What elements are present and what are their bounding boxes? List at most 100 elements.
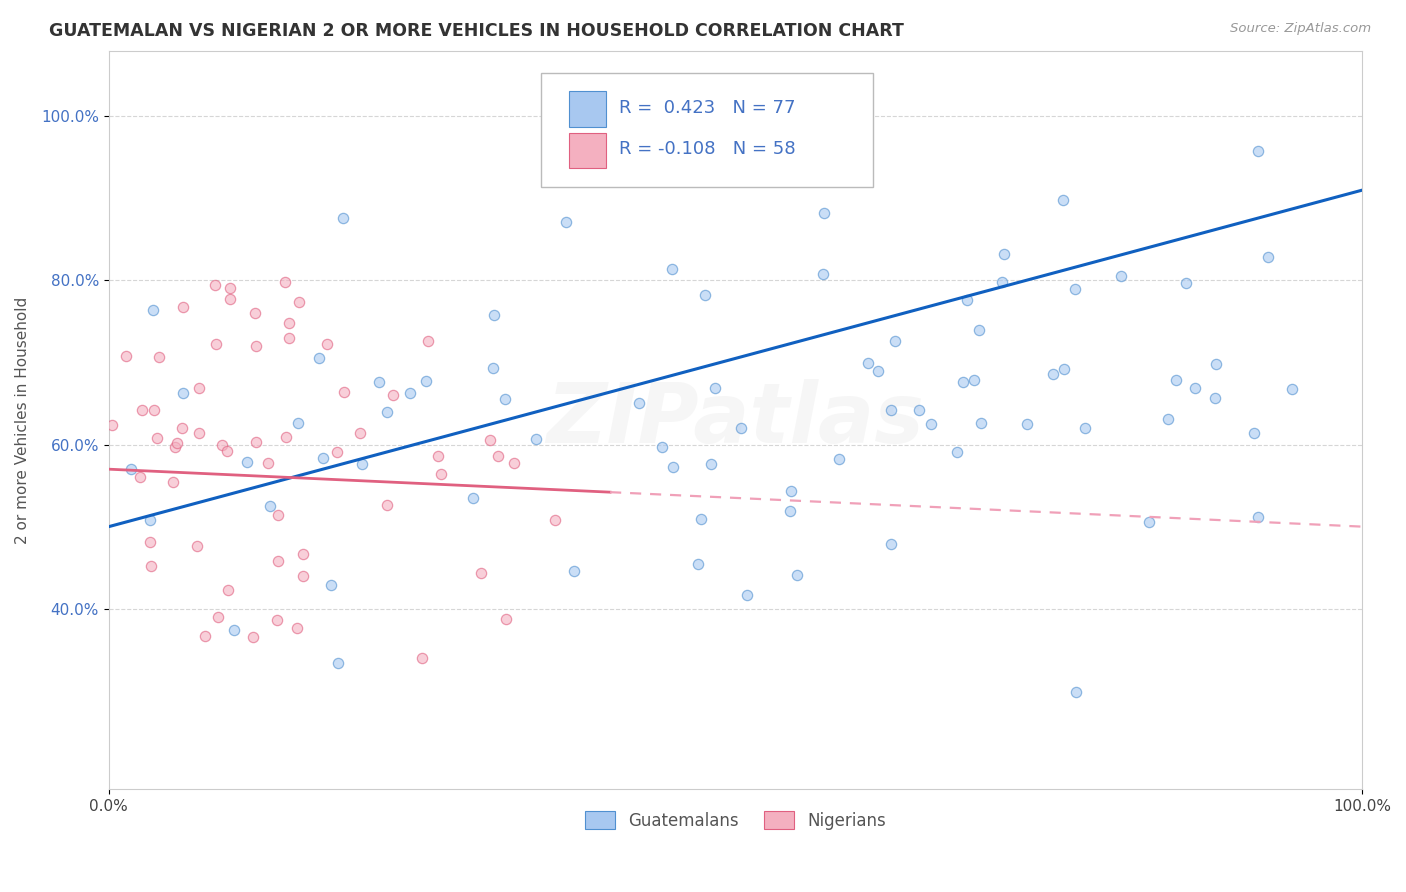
Point — [478, 433, 501, 447]
Text: R =  0.423   N = 77: R = 0.423 N = 77 — [619, 98, 796, 117]
Point — [163, 440, 186, 454]
Point — [470, 566, 492, 580]
Point — [1064, 282, 1087, 296]
Point — [1247, 145, 1270, 159]
Point — [1164, 373, 1187, 387]
Point — [544, 512, 567, 526]
Point — [554, 215, 576, 229]
Point — [148, 350, 170, 364]
Point — [139, 534, 162, 549]
Point — [494, 392, 516, 407]
Point — [704, 381, 727, 395]
Point — [245, 306, 267, 320]
Point — [628, 396, 651, 410]
Point — [274, 430, 297, 444]
Point — [326, 445, 349, 459]
Point — [786, 568, 808, 582]
Point — [166, 435, 188, 450]
Point — [142, 403, 165, 417]
Point — [952, 375, 974, 389]
Point — [101, 417, 124, 432]
Point — [267, 508, 290, 522]
Point — [368, 375, 391, 389]
Point — [139, 558, 162, 573]
Point — [1205, 357, 1227, 371]
Point — [256, 456, 278, 470]
Point — [352, 457, 374, 471]
Point — [1281, 382, 1303, 396]
Point — [907, 402, 929, 417]
Point — [993, 246, 1015, 260]
Text: ZIPatlas: ZIPatlas — [547, 379, 924, 460]
Point — [205, 337, 228, 351]
Point — [188, 426, 211, 441]
Point — [689, 512, 711, 526]
Point — [524, 433, 547, 447]
Point — [120, 462, 142, 476]
Point — [319, 578, 342, 592]
Point — [811, 267, 834, 281]
Point — [291, 547, 314, 561]
Point — [1053, 361, 1076, 376]
Point — [278, 316, 301, 330]
Point — [1015, 417, 1038, 431]
Point — [375, 498, 398, 512]
Point — [967, 323, 990, 337]
Point — [399, 386, 422, 401]
Point — [162, 475, 184, 490]
Point — [131, 402, 153, 417]
Point — [267, 554, 290, 568]
Point — [651, 441, 673, 455]
Point — [287, 416, 309, 430]
Point — [1052, 194, 1074, 208]
Point — [139, 513, 162, 527]
Point — [868, 364, 890, 378]
Point — [1257, 250, 1279, 264]
Point — [813, 206, 835, 220]
Point — [1243, 426, 1265, 441]
Point — [142, 302, 165, 317]
Point — [688, 558, 710, 572]
Point — [1174, 276, 1197, 290]
Point — [204, 278, 226, 293]
Point — [245, 435, 267, 450]
Point — [172, 300, 194, 314]
Text: R = -0.108   N = 58: R = -0.108 N = 58 — [619, 140, 796, 158]
Point — [963, 373, 986, 387]
Point — [1074, 421, 1097, 435]
Point — [172, 421, 194, 435]
Point — [381, 388, 404, 402]
Point — [273, 275, 295, 289]
Y-axis label: 2 or more Vehicles in Household: 2 or more Vehicles in Household — [15, 296, 30, 543]
Point — [970, 416, 993, 430]
Point — [880, 537, 903, 551]
Point — [236, 455, 259, 469]
Point — [292, 568, 315, 582]
Point — [375, 405, 398, 419]
Point — [349, 426, 371, 441]
Point — [219, 281, 242, 295]
Point — [1204, 392, 1226, 406]
Point — [1157, 412, 1180, 426]
Point — [211, 438, 233, 452]
Point — [332, 211, 354, 225]
Point — [1246, 510, 1268, 524]
Point — [662, 459, 685, 474]
Point — [114, 349, 136, 363]
Text: GUATEMALAN VS NIGERIAN 2 OR MORE VEHICLES IN HOUSEHOLD CORRELATION CHART: GUATEMALAN VS NIGERIAN 2 OR MORE VEHICLE… — [49, 22, 904, 40]
Point — [779, 504, 801, 518]
Point — [883, 334, 905, 348]
Point — [415, 374, 437, 388]
Point — [828, 452, 851, 467]
Point — [224, 624, 246, 638]
Point — [266, 613, 288, 627]
Point — [1109, 268, 1132, 283]
Point — [145, 431, 167, 445]
Point — [699, 457, 721, 471]
Point — [333, 385, 356, 400]
Point — [259, 500, 281, 514]
Point — [188, 381, 211, 395]
Point — [427, 449, 450, 463]
Point — [946, 445, 969, 459]
Point — [737, 589, 759, 603]
